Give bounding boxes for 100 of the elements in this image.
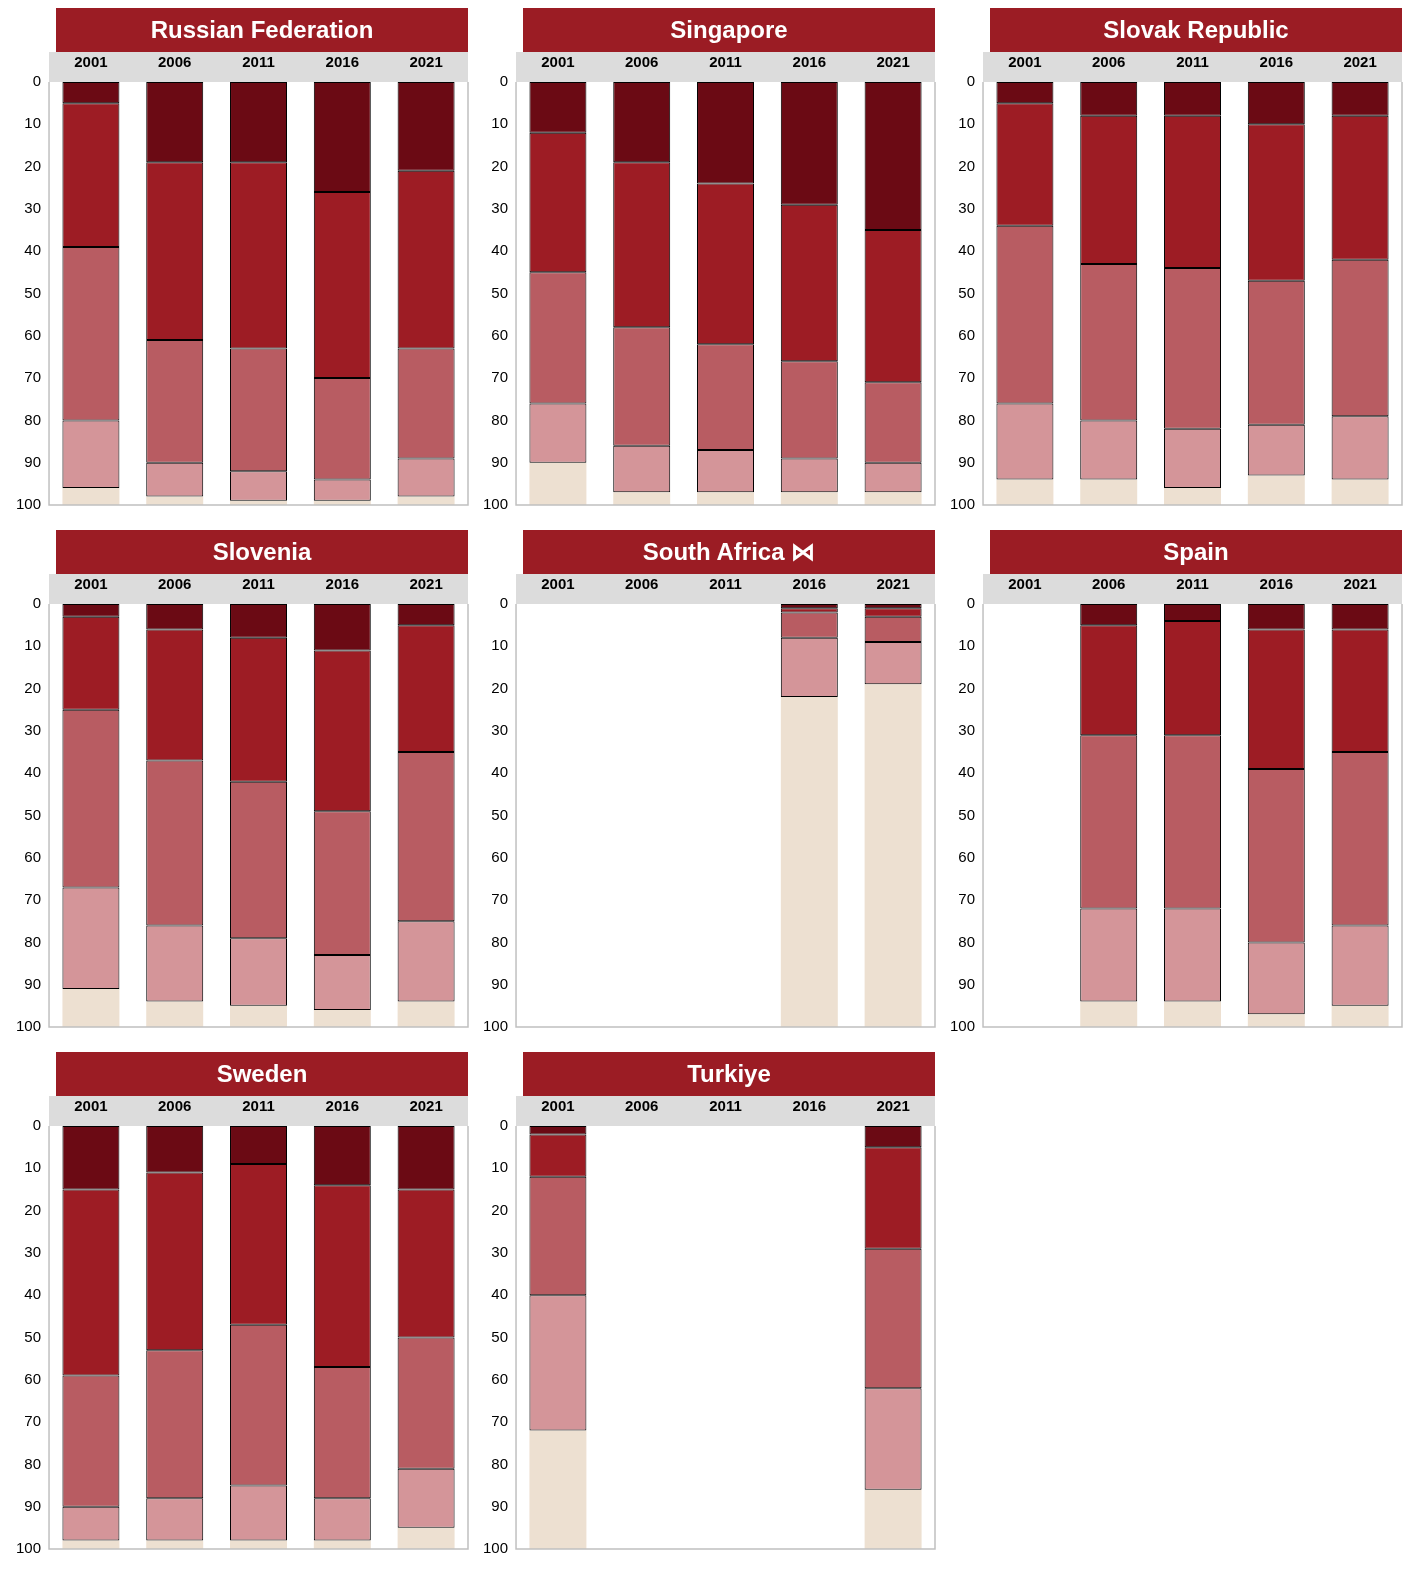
x-tick-label: 2021 <box>876 575 910 593</box>
y-tick-label: 20 <box>491 1200 509 1218</box>
x-tick-label: 2011 <box>1176 53 1209 71</box>
y-tick-label: 0 <box>966 72 976 90</box>
y-tick-label: 100 <box>16 495 42 513</box>
bar <box>1080 479 1138 505</box>
x-tick-label: 2001 <box>1008 575 1042 593</box>
x-tick-label: 2016 <box>792 575 826 593</box>
x-tick-label: 2011 <box>242 53 275 71</box>
y-tick-label: 0 <box>32 72 42 90</box>
y-tick-label: 40 <box>24 1285 42 1303</box>
y-tick-label: 30 <box>491 199 509 217</box>
bar <box>1247 1014 1305 1027</box>
y-tick-label: 70 <box>24 1412 42 1430</box>
x-tick-label: 2006 <box>158 575 192 593</box>
y-tick-label: 90 <box>24 1496 42 1514</box>
y-tick-label: 60 <box>958 325 976 343</box>
x-tick-label: 2021 <box>409 1097 443 1115</box>
y-tick-label: 80 <box>24 1454 42 1472</box>
x-tick-label: 2006 <box>158 53 192 71</box>
x-tick-label: 2021 <box>1343 53 1377 71</box>
y-tick-label: 100 <box>483 1539 509 1557</box>
bar <box>1331 1005 1389 1027</box>
y-tick-label: 70 <box>491 1412 509 1430</box>
x-tick-label: 2001 <box>74 575 108 593</box>
y-tick-label: 80 <box>24 932 42 950</box>
y-tick-label: 100 <box>950 1017 976 1035</box>
bar <box>62 988 120 1027</box>
x-tick-label: 2001 <box>1008 53 1042 71</box>
y-tick-label: 20 <box>24 1200 42 1218</box>
x-tick-label: 2016 <box>325 1097 359 1115</box>
bar <box>864 684 922 1027</box>
y-tick-label: 20 <box>958 156 976 174</box>
x-tick-label: 2001 <box>541 1097 575 1115</box>
y-tick-label: 40 <box>24 241 42 259</box>
x-tick-label: 2011 <box>709 53 742 71</box>
bar <box>397 1001 455 1027</box>
bar <box>613 492 671 505</box>
y-tick-label: 60 <box>491 847 509 865</box>
y-tick-label: 80 <box>24 410 42 428</box>
y-tick-label: 70 <box>491 368 509 386</box>
chart-title: Turkiye <box>523 1052 935 1096</box>
bar <box>1164 488 1221 505</box>
y-tick-label: 30 <box>491 721 509 739</box>
y-tick-label: 10 <box>24 1158 42 1176</box>
y-tick-label: 20 <box>958 678 976 696</box>
y-tick-label: 90 <box>24 452 42 470</box>
chart-title: Sweden <box>56 1052 468 1096</box>
y-tick-label: 60 <box>958 847 976 865</box>
y-tick-label: 0 <box>499 72 509 90</box>
y-tick-label: 20 <box>24 156 42 174</box>
x-tick-label: 2011 <box>242 1097 275 1115</box>
y-tick-label: 50 <box>491 1327 509 1345</box>
bar <box>780 697 838 1027</box>
chart-title: Singapore <box>523 8 935 52</box>
x-tick-label: 2016 <box>1259 53 1293 71</box>
y-tick-label: 100 <box>483 495 509 513</box>
y-tick-label: 30 <box>491 1243 509 1261</box>
y-tick-label: 10 <box>491 114 509 132</box>
y-tick-label: 10 <box>24 636 42 654</box>
bar <box>313 1010 371 1027</box>
y-tick-label: 70 <box>958 890 976 908</box>
y-tick-label: 60 <box>491 1369 509 1387</box>
x-tick-label: 2011 <box>709 1097 742 1115</box>
y-tick-label: 70 <box>24 890 42 908</box>
y-tick-label: 10 <box>491 636 509 654</box>
bar <box>1247 475 1305 505</box>
chart-title: Slovak Republic <box>990 8 1402 52</box>
y-tick-label: 70 <box>491 890 509 908</box>
y-tick-label: 100 <box>16 1539 42 1557</box>
y-tick-label: 10 <box>491 1158 509 1176</box>
x-tick-label: 2021 <box>876 53 910 71</box>
x-tick-label: 2021 <box>1343 575 1377 593</box>
x-tick-label: 2021 <box>409 575 443 593</box>
y-tick-label: 90 <box>491 1496 509 1514</box>
y-tick-label: 90 <box>24 974 42 992</box>
y-tick-label: 10 <box>958 636 976 654</box>
x-tick-label: 2006 <box>1092 575 1126 593</box>
y-tick-label: 90 <box>958 452 976 470</box>
chart-title: Slovenia <box>56 530 468 574</box>
bar <box>529 1430 587 1549</box>
y-tick-label: 100 <box>950 495 976 513</box>
bar <box>1164 1001 1221 1027</box>
x-tick-label: 2001 <box>541 575 575 593</box>
bar <box>1080 1001 1138 1027</box>
x-tick-label: 2001 <box>74 1097 108 1115</box>
y-tick-label: 50 <box>491 283 509 301</box>
x-tick-label: 2011 <box>709 575 742 593</box>
bar <box>146 1001 204 1027</box>
y-tick-label: 90 <box>491 452 509 470</box>
bar <box>62 488 120 505</box>
y-tick-label: 30 <box>24 199 42 217</box>
y-tick-label: 80 <box>491 410 509 428</box>
chart-title: Spain <box>990 530 1402 574</box>
y-tick-label: 100 <box>483 1017 509 1035</box>
x-tick-label: 2001 <box>541 53 575 71</box>
x-tick-label: 2006 <box>625 575 659 593</box>
y-tick-label: 30 <box>958 721 976 739</box>
bar <box>996 479 1054 505</box>
y-tick-label: 0 <box>32 1116 42 1134</box>
